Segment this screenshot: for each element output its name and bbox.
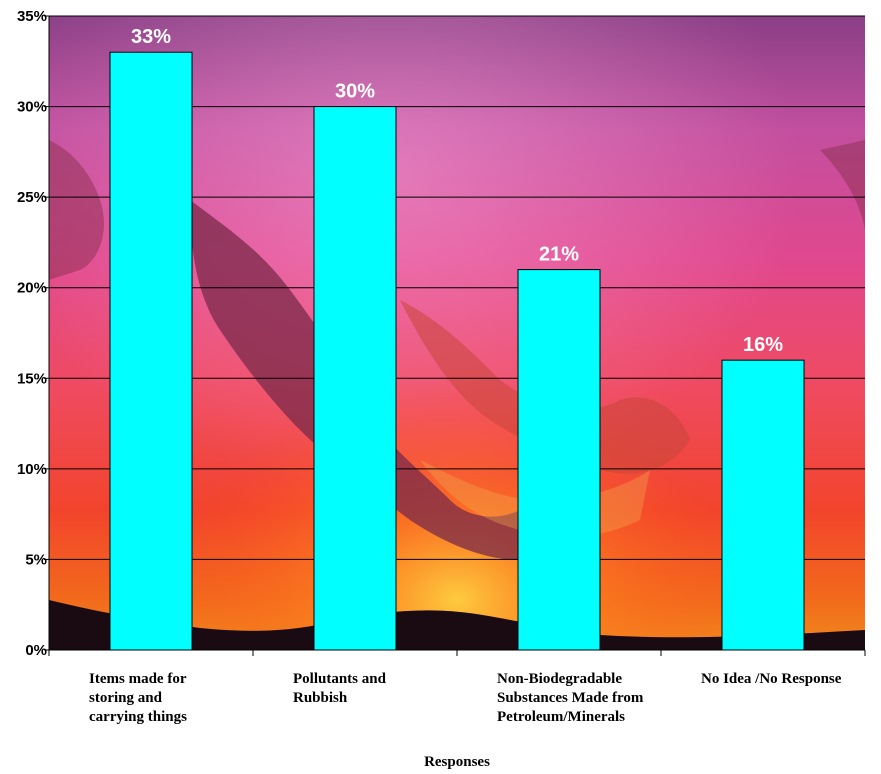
bar-data-label: 33% <box>131 26 171 48</box>
bar-data-label: 16% <box>743 334 783 356</box>
y-tick-label: 20% <box>17 280 47 297</box>
bars <box>109 51 805 651</box>
x-category-label: No Idea /No Response <box>701 671 842 687</box>
bar <box>517 269 601 651</box>
x-category-label: Pollutants and Rubbish <box>293 671 387 706</box>
axes <box>44 15 866 656</box>
y-tick-label: 25% <box>17 189 47 206</box>
bar <box>109 51 193 651</box>
x-category-label: Non-Biodegradable Substances Made from Pet… <box>497 671 644 725</box>
bar <box>313 106 397 651</box>
bar <box>721 359 805 651</box>
y-tick-label: 0% <box>25 642 47 659</box>
bar-data-label: 30% <box>335 81 375 103</box>
y-tick-label: 5% <box>25 551 47 568</box>
y-tick-label: 35% <box>17 8 47 25</box>
y-tick-label: 30% <box>17 99 47 116</box>
y-tick-label: 10% <box>17 461 47 478</box>
x-axis-title: Responses <box>424 754 490 770</box>
y-tick-label: 15% <box>17 370 47 387</box>
bar-data-label: 21% <box>539 244 579 266</box>
x-category-label: Items made for storing and carrying things <box>89 671 187 725</box>
labels: 0% 5% 10% 15% 20% 25% 30% 35% 33% 30% 21% 16% Items … <box>17 8 842 770</box>
